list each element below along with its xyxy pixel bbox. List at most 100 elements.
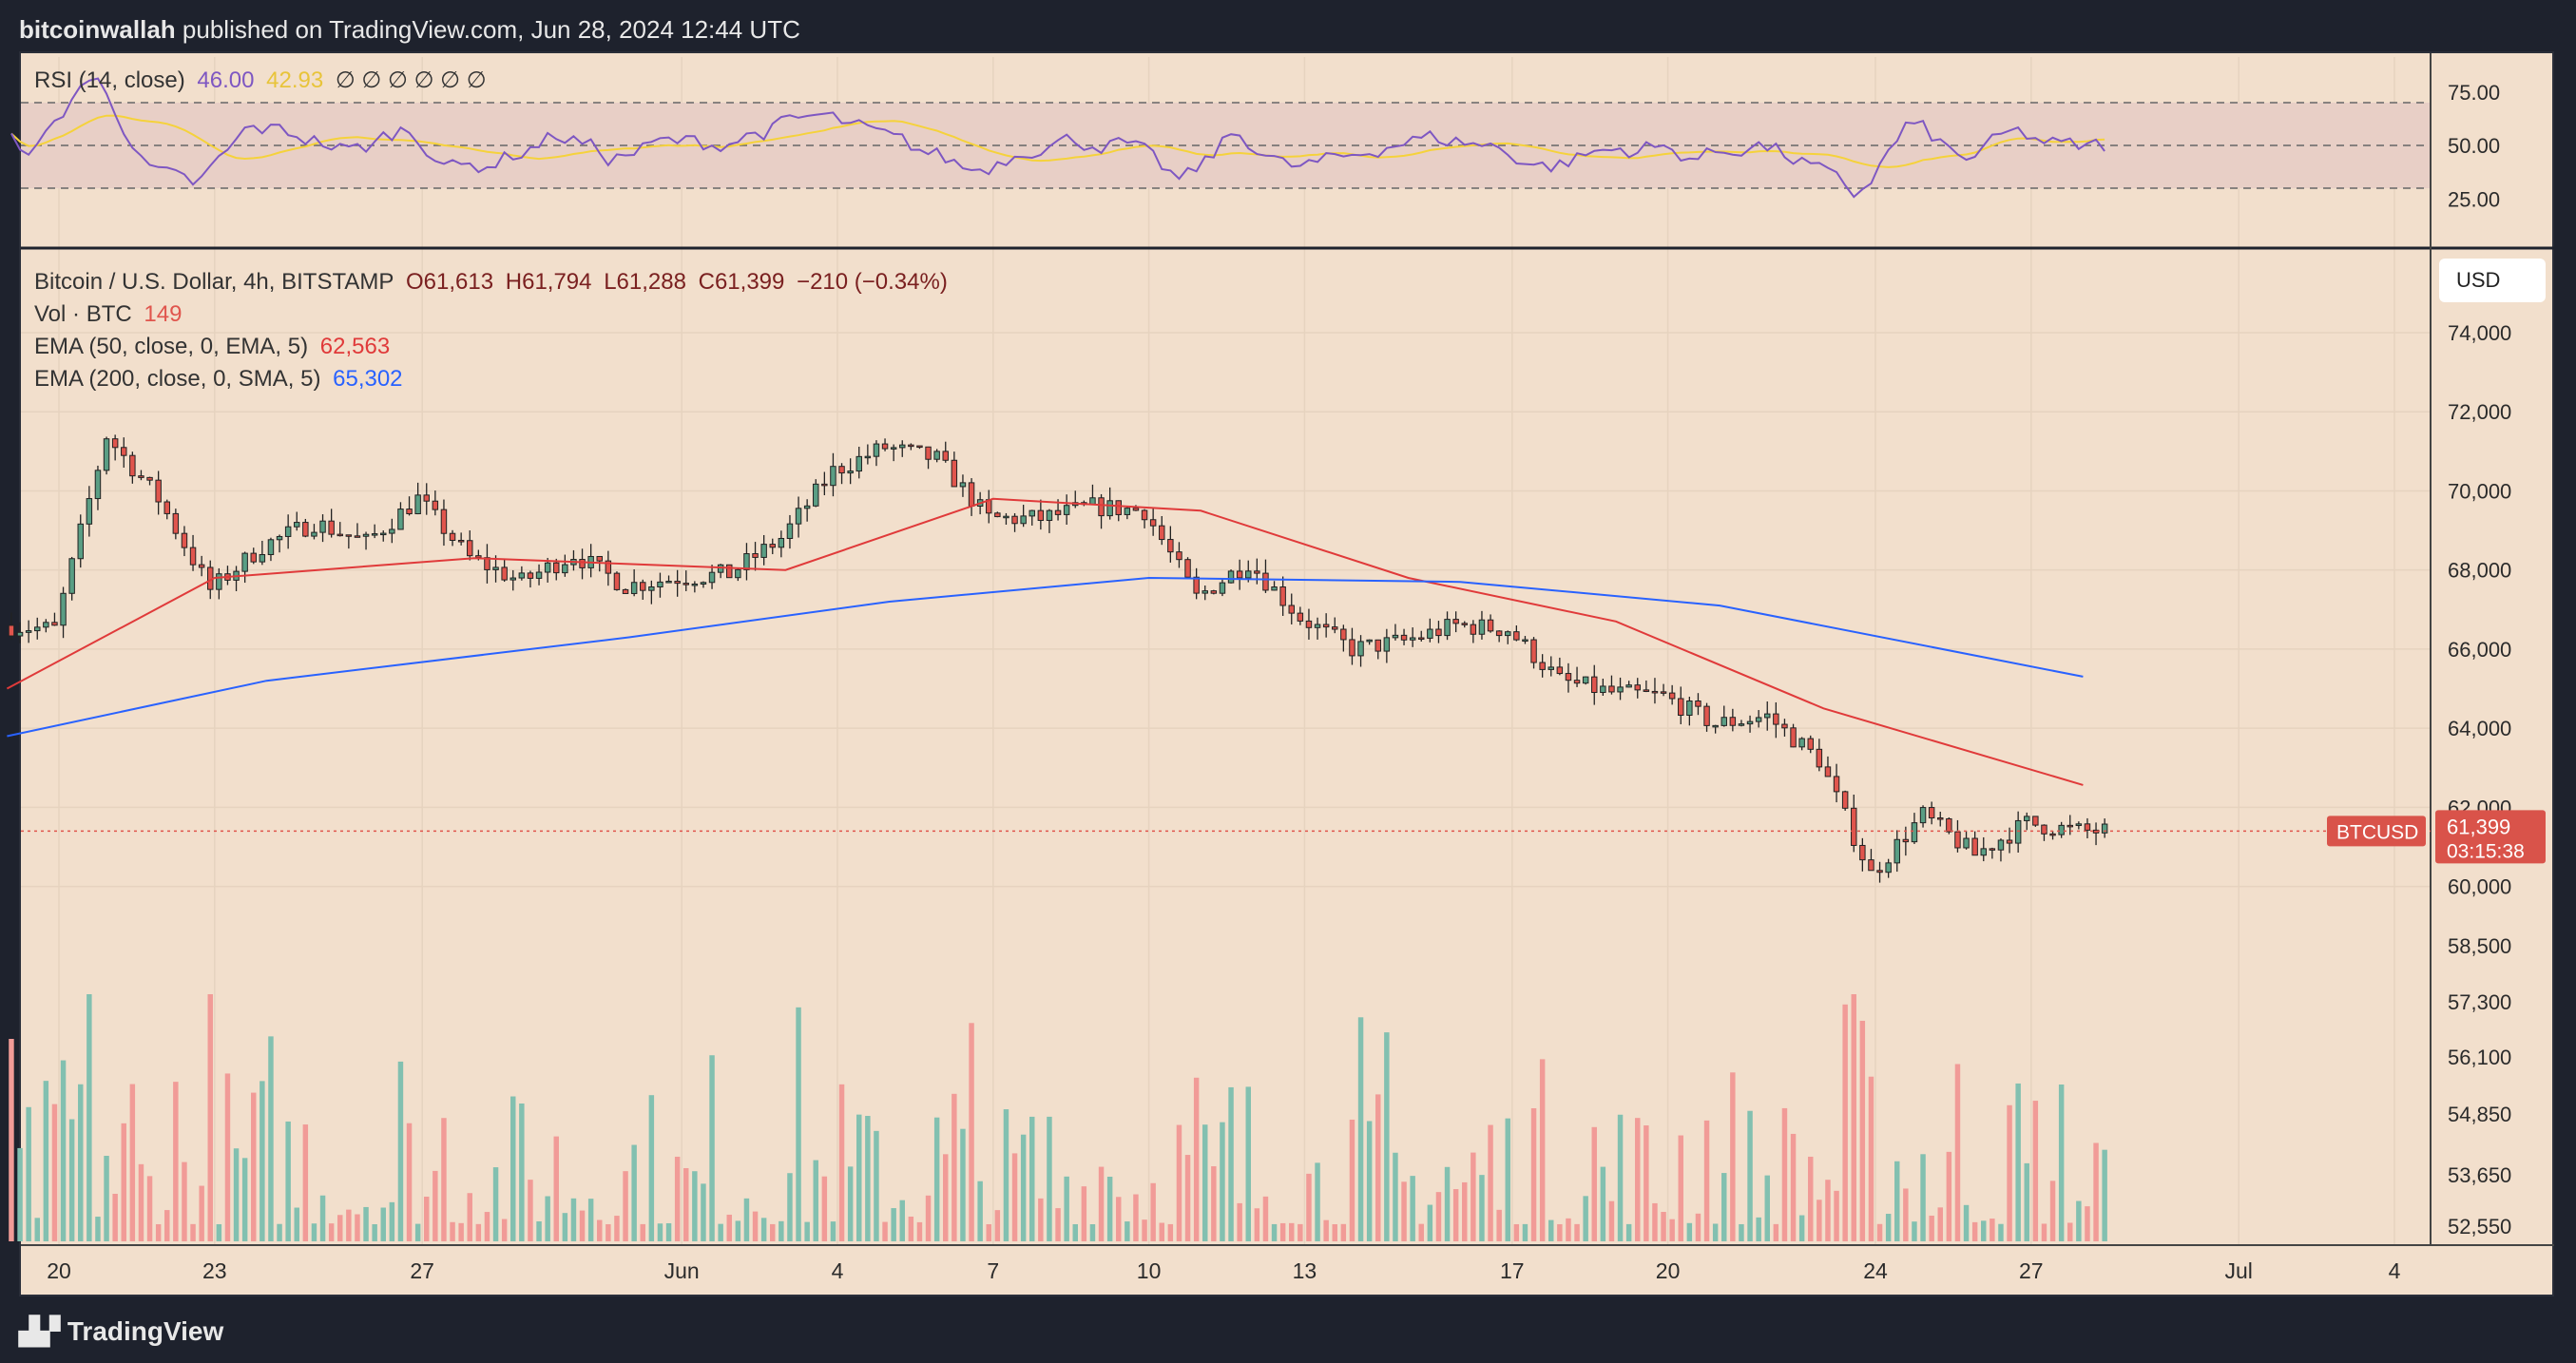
candle-body (1452, 619, 1459, 624)
volume-bar (1081, 1186, 1087, 1241)
candle-body (916, 445, 923, 449)
candle-body (2075, 823, 2083, 826)
candle-body (1279, 586, 1286, 606)
candle-body (406, 509, 413, 515)
candle-body (1435, 628, 1442, 637)
volume-bar (380, 1207, 386, 1241)
chart-container[interactable] (19, 51, 2554, 1296)
candle-body (1495, 630, 1503, 637)
candle-body (1210, 590, 1218, 594)
tradingview-logo[interactable]: ▟▞ TradingView (19, 1315, 223, 1347)
volume-bar (1125, 1221, 1130, 1241)
time-tick-label: 23 (202, 1258, 227, 1283)
candle-body (1505, 631, 1511, 637)
volume-bar (1254, 1208, 1260, 1241)
candle-body (881, 443, 889, 450)
volume-bar (1920, 1154, 1926, 1241)
volume-bar (1678, 1135, 1683, 1241)
candle-body (1971, 837, 1978, 856)
candle-body (1513, 631, 1520, 641)
volume-bar (1817, 1200, 1822, 1241)
volume-bar (1462, 1181, 1468, 1241)
volume-bar (501, 1219, 508, 1241)
volume-bar (1393, 1152, 1398, 1241)
publish-header: bitcoinwallah published on TradingView.c… (0, 0, 2576, 59)
volume-bar (9, 1039, 14, 1241)
author-name: bitcoinwallah (19, 15, 176, 44)
volume-bar (2041, 1223, 2047, 1241)
candle-body (596, 555, 603, 562)
candle-body (1254, 570, 1260, 574)
rsi-value: 46.00 (197, 67, 255, 93)
ema200-row: EMA (200, close, 0, SMA, 5) 65,302 (34, 363, 953, 395)
candle-body (501, 566, 508, 581)
volume-bar (709, 1055, 715, 1241)
candle-body (959, 482, 967, 488)
volume-bar (233, 1148, 240, 1241)
volume-bar (1315, 1162, 1320, 1241)
candle-body (1859, 844, 1866, 861)
candle-body (43, 622, 49, 628)
rsi-na-marks: ∅ ∅ ∅ ∅ ∅ ∅ (335, 67, 487, 93)
time-tick-label: Jul (2224, 1258, 2252, 1283)
candle-body (1660, 691, 1667, 694)
candle-body (717, 564, 724, 573)
rsi-tick-label: 75.00 (2448, 81, 2500, 105)
candle-body (484, 557, 490, 570)
candle-body (250, 552, 257, 563)
volume-bar (796, 1007, 801, 1241)
footer-bar: ▟▞ TradingView (0, 1298, 2576, 1363)
price-tick-label: 70,000 (2448, 479, 2511, 503)
tv-logo-icon: ▟▞ (19, 1316, 67, 1346)
price-legend: Bitcoin / U.S. Dollar, 4h, BITSTAMP O61,… (34, 266, 953, 395)
volume-bar (1530, 1107, 1537, 1241)
candle-body (1841, 791, 1849, 809)
candle-body (172, 512, 180, 534)
candle-body (1470, 624, 1477, 635)
candle-body (354, 535, 361, 538)
candle-body (1383, 637, 1391, 652)
candle-body (1591, 676, 1598, 694)
candle-body (1894, 838, 1900, 864)
volume-bar (779, 1220, 784, 1241)
volume-bar (519, 1103, 525, 1241)
price-tick-label: 60,000 (2448, 875, 2511, 899)
volume-bar (1764, 1175, 1770, 1241)
candle-body (1989, 848, 1996, 851)
candle-body (1902, 838, 1910, 843)
volume-bar (1617, 1114, 1624, 1241)
candle-body (1054, 509, 1062, 515)
volume-bar (458, 1222, 464, 1241)
volume-bar (104, 1156, 109, 1241)
volume-bar (587, 1199, 594, 1241)
volume-bar (1885, 1214, 1892, 1241)
candle-body (830, 466, 836, 487)
candle-body (2006, 839, 2013, 844)
volume-bar (2093, 1142, 2099, 1241)
candle-body (1028, 509, 1035, 517)
volume-bar (251, 1092, 257, 1241)
candle-body (544, 562, 551, 573)
symbol-tag-text: BTCUSD (2336, 821, 2418, 843)
volume-bar (1686, 1222, 1693, 1241)
candle-body (467, 540, 473, 557)
candle-body (1357, 641, 1364, 657)
volume-bar (1167, 1223, 1174, 1241)
candle-body (622, 588, 629, 594)
volume-bar (1876, 1223, 1883, 1241)
time-tick-label: 4 (2389, 1258, 2401, 1283)
candle-body (1288, 605, 1295, 614)
rsi-ma-value: 42.93 (266, 67, 324, 93)
volume-bar (337, 1215, 343, 1241)
volume-bar (925, 1195, 932, 1241)
volume-bar (665, 1222, 672, 1241)
volume-bar (78, 1084, 84, 1241)
volume-bar (1929, 1215, 1934, 1241)
currency-button[interactable]: USD (2439, 259, 2546, 302)
volume-bar (1712, 1223, 1719, 1241)
volume-bar (510, 1096, 516, 1241)
volume-bar (760, 1218, 767, 1241)
volume-bar (986, 1223, 991, 1241)
volume-bar (1868, 1076, 1874, 1241)
